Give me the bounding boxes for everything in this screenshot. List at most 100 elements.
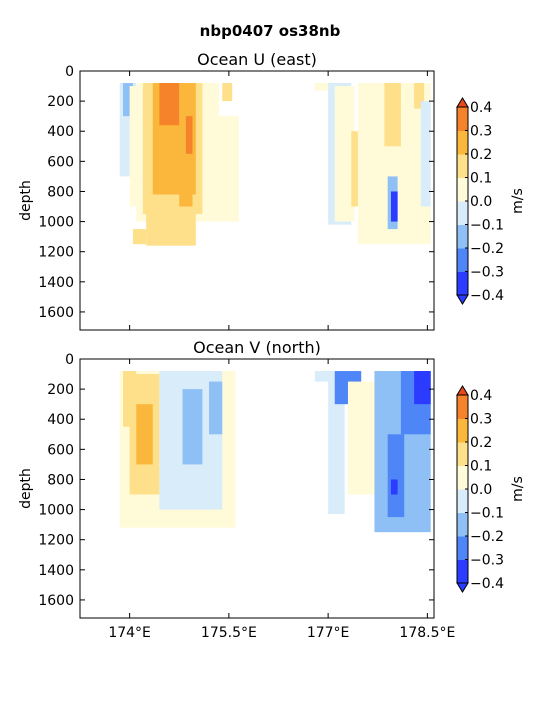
y-tick-label: 800 — [47, 472, 74, 488]
contour-patch — [185, 116, 193, 154]
y-tick-label: 200 — [47, 94, 74, 110]
colorbar-segment — [457, 559, 468, 584]
contour-patch — [334, 86, 355, 222]
colorbar-tick-label: 0.4 — [470, 100, 492, 116]
y-tick-label: 1400 — [38, 275, 74, 291]
colorbar-tick-label: −0.1 — [470, 506, 504, 522]
contour-patch — [390, 479, 398, 495]
contour-patch — [347, 381, 375, 495]
y-tick-label: 0 — [65, 352, 74, 368]
y-tick-label: 200 — [47, 382, 74, 398]
y-axis-label: depth — [18, 180, 34, 221]
y-tick-label: 0 — [65, 64, 74, 80]
contour-patch — [387, 434, 405, 518]
x-tick-label: 174°E — [108, 625, 151, 641]
colorbar-segment — [457, 536, 468, 560]
contour-patch — [328, 371, 345, 515]
colorbar-tick-label: 0.0 — [470, 194, 492, 210]
colorbar-segment — [457, 107, 468, 131]
colorbar-segment — [457, 442, 468, 466]
y-tick-label: 1000 — [38, 215, 74, 231]
y-axis-label: depth — [18, 468, 34, 509]
colorbar-segment — [457, 465, 468, 490]
contour-patch — [136, 404, 153, 465]
y-tick-label: 1600 — [38, 305, 74, 321]
colorbar-extend-min — [456, 582, 469, 593]
y-tick-label: 600 — [47, 154, 74, 170]
contour-patch — [314, 83, 335, 91]
panel-ocean-v: Ocean V (north) 0 200 400 600 800 1000 1200 1400… — [18, 338, 526, 641]
panel-title: Ocean U (east) — [197, 50, 317, 69]
y-tick-label: 1200 — [38, 533, 74, 549]
x-tick-label: 177°E — [307, 625, 350, 641]
contour-patch — [129, 86, 140, 207]
y-tick-label: 1200 — [38, 245, 74, 261]
y-tick-label: 1600 — [38, 593, 74, 609]
y-tick-label: 400 — [47, 124, 74, 140]
contour-patch — [414, 83, 425, 109]
colorbar-extend-min — [456, 294, 469, 305]
colorbar-tick-label: 0.0 — [470, 482, 492, 498]
colorbar: −0.4 −0.3 −0.2 −0.1 0.0 0.1 0.2 0.3 0.4 m/s — [456, 97, 526, 305]
colorbar-tick-label: −0.3 — [470, 265, 504, 281]
colorbar-tick-label: −0.2 — [470, 529, 504, 545]
colorbar-segment — [457, 177, 468, 202]
x-tick-label: 178.5°E — [399, 625, 455, 641]
colorbar-segment — [457, 489, 468, 513]
colorbar-extend-max — [456, 385, 469, 396]
colorbar-tick-label: −0.1 — [470, 218, 504, 234]
colorbar-tick-label: −0.3 — [470, 553, 504, 569]
colorbar-label: m/s — [510, 188, 526, 214]
axes-frame — [79, 70, 435, 331]
contour-patch — [351, 131, 362, 207]
colorbar-tick-label: 0.1 — [470, 171, 492, 187]
panel-ocean-u: Ocean U (east) 0 200 400 600 800 1000 1200 1400 1… — [18, 50, 526, 331]
colorbar-label: m/s — [510, 476, 526, 502]
colorbar-tick-label: 0.4 — [470, 388, 492, 404]
contour-patch — [420, 101, 431, 207]
contour-patch — [159, 83, 180, 126]
contour-patch — [215, 116, 239, 222]
colorbar-tick-label: 0.3 — [470, 412, 492, 428]
colorbar-extend-max — [456, 97, 469, 108]
colorbar-segment — [457, 271, 468, 296]
axes-frame — [79, 358, 435, 619]
colorbar-segment — [457, 512, 468, 537]
colorbar-segment — [457, 224, 468, 249]
y-tick-label: 400 — [47, 412, 74, 428]
contour-patch — [314, 371, 332, 382]
colorbar-tick-label: −0.4 — [470, 576, 504, 592]
contour-patch — [222, 83, 233, 102]
contour-patch — [182, 389, 203, 465]
colorbar-segment — [457, 130, 468, 155]
contour-patch — [390, 191, 398, 222]
colorbar: −0.4 −0.3 −0.2 −0.1 0.0 0.1 0.2 0.3 0.4 m/s — [456, 385, 526, 593]
contour-patch — [384, 83, 401, 147]
panel-title: Ocean V (north) — [193, 338, 321, 357]
y-tick-label: 1400 — [38, 563, 74, 579]
contour-patch — [123, 83, 133, 117]
colorbar-tick-label: −0.2 — [470, 241, 504, 257]
colorbar-tick-label: 0.3 — [470, 124, 492, 140]
colorbar-tick-label: 0.2 — [470, 435, 492, 451]
chart-panels: Ocean U (east) 0 200 400 600 800 1000 1200 1400 1… — [18, 50, 526, 641]
contour-patch — [417, 371, 428, 382]
y-tick-label: 1000 — [38, 503, 74, 519]
colorbar-segment — [457, 418, 468, 443]
colorbar-segment — [457, 154, 468, 178]
y-tick-label: 600 — [47, 442, 74, 458]
contour-patch — [132, 229, 147, 245]
x-tick-label: 175.5°E — [201, 625, 257, 641]
contour-fill — [119, 371, 431, 533]
colorbar-tick-label: 0.1 — [470, 459, 492, 475]
figure-title: nbp0407 os38nb — [200, 22, 341, 40]
contour-fill — [119, 83, 431, 246]
colorbar-tick-label: 0.2 — [470, 147, 492, 163]
colorbar-segment — [457, 201, 468, 225]
colorbar-segment — [457, 395, 468, 419]
contour-patch — [209, 381, 223, 435]
colorbar-tick-label: −0.4 — [470, 288, 504, 304]
colorbar-segment — [457, 248, 468, 272]
y-tick-label: 800 — [47, 184, 74, 200]
